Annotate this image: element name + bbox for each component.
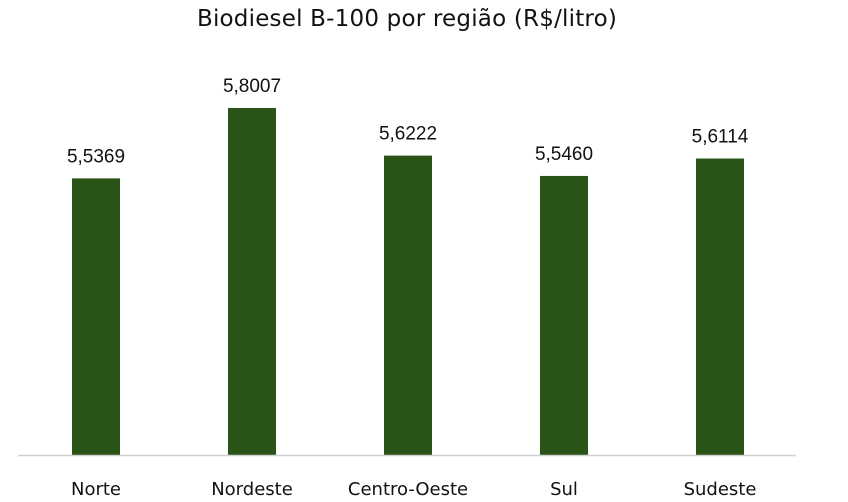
bar-sudeste xyxy=(696,158,744,455)
bar-norte xyxy=(72,178,120,456)
bars-group xyxy=(72,108,744,456)
data-label: 5,5369 xyxy=(67,146,125,167)
bar-sul xyxy=(540,175,588,455)
data-label: 5,6222 xyxy=(379,124,437,145)
category-label: Nordeste xyxy=(211,479,293,500)
chart-title: Biodiesel B-100 por região (R$/litro) xyxy=(196,6,618,32)
data-label: 5,6114 xyxy=(692,127,749,148)
data-label: 5,5460 xyxy=(535,144,593,165)
bar-nordeste xyxy=(228,108,276,455)
category-labels-group: Norte Nordeste Centro-Oeste Sul Sudeste xyxy=(71,479,756,500)
bar-centro-oeste xyxy=(384,155,432,456)
category-label: Sudeste xyxy=(684,479,757,500)
data-label: 5,8007 xyxy=(223,76,281,97)
category-label: Centro-Oeste xyxy=(348,479,468,500)
data-labels-group: 5,5369 5,8007 5,6222 5,5460 5,6114 xyxy=(67,76,749,167)
category-label: Norte xyxy=(71,479,121,500)
category-label: Sul xyxy=(550,479,578,500)
